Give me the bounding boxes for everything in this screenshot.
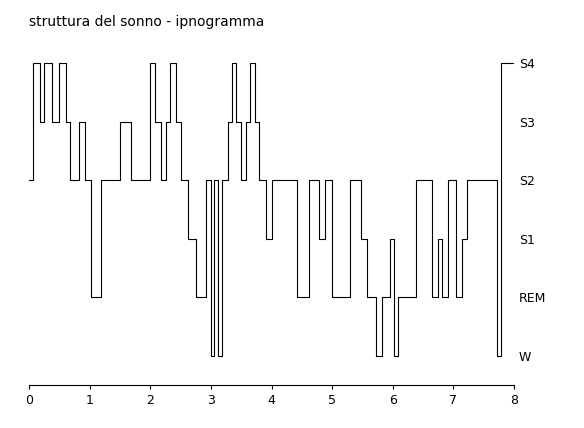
Text: struttura del sonno - ipnogramma: struttura del sonno - ipnogramma — [29, 15, 265, 29]
